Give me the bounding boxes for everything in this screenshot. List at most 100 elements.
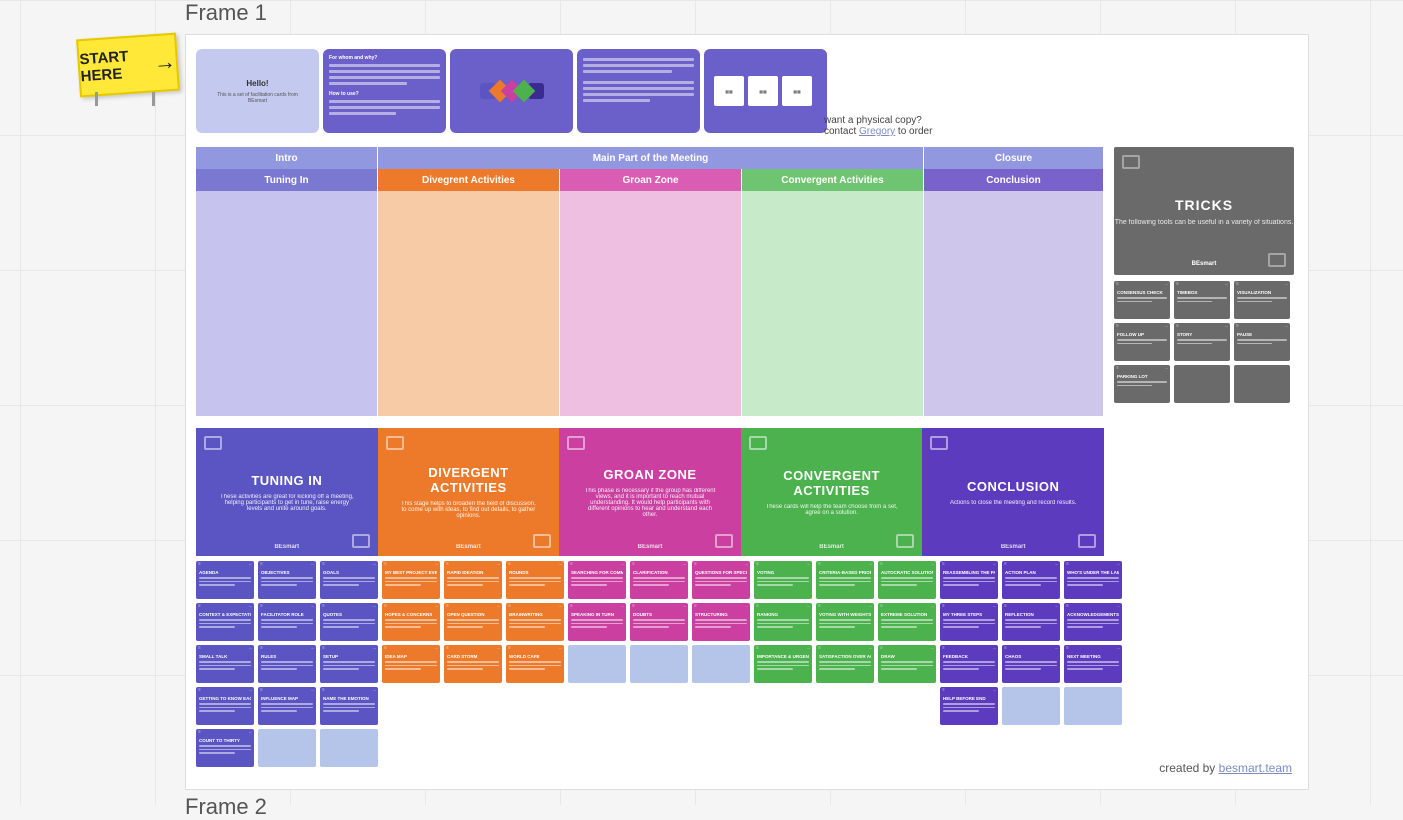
dropzone-groan[interactable] [560, 191, 742, 416]
mini-card[interactable]: ☰⋯HELP BEFORE END [940, 687, 998, 725]
mini-card[interactable]: ☰⋯SMALL TALK [196, 645, 254, 683]
mini-card[interactable]: ☰⋯ACKNOWLEDGEMENTS [1064, 603, 1122, 641]
mini-card[interactable]: ☰⋯MY BEST PROJECT EVER [382, 561, 440, 599]
mini-card[interactable]: ☰⋯FEEDBACK [940, 645, 998, 683]
brand-label: BEsmart [559, 544, 741, 550]
info-card-consider[interactable] [577, 49, 700, 133]
mini-card[interactable]: ☰⋯CARD STORM [444, 645, 502, 683]
tricks-title-card[interactable]: TRICKS The following tools can be useful… [1114, 147, 1294, 275]
mini-card[interactable]: ☰⋯OPEN QUESTION [444, 603, 502, 641]
mini-card[interactable]: ☰⋯HOPES & CONCERNS [382, 603, 440, 641]
mini-card[interactable]: ☰⋯DRAW [878, 645, 936, 683]
mini-card[interactable]: ☰⋯REFLECTION [1002, 603, 1060, 641]
mini-card[interactable]: ☰⋯SETUP [320, 645, 378, 683]
stage-card-tuning[interactable]: TUNING INThese activities are great for … [196, 428, 378, 556]
stage-header-row: IntroMain Part of the MeetingClosure [196, 147, 1104, 169]
tricks-mini-grid: ☰⋯CONSENSUS CHECK☰⋯TIMEBOX☰⋯VISUALIZATIO… [1114, 281, 1294, 403]
mini-card[interactable]: ☰⋯QUOTES [320, 603, 378, 641]
contact-link[interactable]: Gregory [859, 126, 895, 137]
mini-card[interactable]: ☰⋯CRITERIA-BASED PRIORITIZATION [816, 561, 874, 599]
stage-card-desc: This stage helps to broaden the field of… [390, 501, 548, 519]
stage-card-groan[interactable]: GROAN ZONEThis phase is necessary if the… [559, 428, 741, 556]
mini-card[interactable]: ☰⋯RANKING [754, 603, 812, 641]
mini-card[interactable] [320, 729, 378, 767]
mini-card[interactable] [258, 729, 316, 767]
mini-card[interactable]: ☰⋯VOTING WITH WEIGHTS [816, 603, 874, 641]
mini-card[interactable]: ☰⋯RULES [258, 645, 316, 683]
mini-card[interactable]: ☰⋯VOTING [754, 561, 812, 599]
mini-row: ☰⋯FOLLOW UP☰⋯STORY☰⋯PAUSE [1114, 323, 1294, 361]
mini-card[interactable]: ☰⋯AGENDA [196, 561, 254, 599]
mini-card[interactable]: ☰⋯ROUNDS [506, 561, 564, 599]
tricks-mini-card[interactable] [1174, 365, 1230, 403]
mini-card[interactable]: ☰⋯QUESTIONS FOR SPECIFICITY [692, 561, 750, 599]
mini-card[interactable]: ☰⋯DOUBTS [630, 603, 688, 641]
mini-card[interactable]: ☰⋯NEXT MEETING [1064, 645, 1122, 683]
mini-grid: ☰⋯AGENDA☰⋯OBJECTIVES☰⋯GOALS ☰⋯CONTEXT & E… [196, 561, 378, 767]
tricks-mini-card[interactable]: ☰⋯STORY [1174, 323, 1230, 361]
mini-card[interactable]: ☰⋯WHO'S UNDER THE LAMP [1064, 561, 1122, 599]
dropzone-diverge[interactable] [378, 191, 560, 416]
brand-label: BEsmart [741, 544, 923, 550]
mini-card[interactable]: ☰⋯STRUCTURING [692, 603, 750, 641]
footer-link[interactable]: besmart.team [1219, 761, 1292, 775]
mini-card[interactable]: ☰⋯REASSEMBLING THE PARKING LOT [940, 561, 998, 599]
mini-card[interactable]: ☰⋯OBJECTIVES [258, 561, 316, 599]
hdr-main: Main Part of the Meeting [378, 147, 924, 169]
mini-card[interactable]: ☰⋯CHAOS [1002, 645, 1060, 683]
mini-row: ☰⋯REASSEMBLING THE PARKING LOT☰⋯ACTION P… [940, 561, 1122, 599]
mini-card[interactable]: ☰⋯BRAINWRITING [506, 603, 564, 641]
mini-card[interactable] [1002, 687, 1060, 725]
mini-card[interactable]: ☰⋯WORLD CAFE [506, 645, 564, 683]
mini-card[interactable]: ☰⋯GETTING TO KNOW EACH OTHER THROUGH … [196, 687, 254, 725]
tricks-mini-card[interactable]: ☰⋯CONSENSUS CHECK [1114, 281, 1170, 319]
mini-card[interactable] [630, 645, 688, 683]
mini-card[interactable]: ☰⋯SPEAKING IN TURN [568, 603, 626, 641]
mini-card[interactable]: ☰⋯RAPID IDEATION [444, 561, 502, 599]
mini-card[interactable]: ☰⋯CONTEXT & EXPECTATIONS [196, 603, 254, 641]
info-card-whom[interactable]: For whom and why? How to use? [323, 49, 446, 133]
sub-converge: Convergent Activities [742, 169, 924, 191]
mini-card[interactable]: ☰⋯SEARCHING FOR COMMON GROUND [568, 561, 626, 599]
frame-1-label[interactable]: Frame 1 [185, 0, 267, 26]
info-card-qr[interactable]: ▦▦ ▦▦ ▦▦ [704, 49, 827, 133]
info-card-diagram[interactable] [450, 49, 573, 133]
tricks-mini-card[interactable]: ☰⋯PARKING LOT [1114, 365, 1170, 403]
hello-card[interactable]: Hello! This is a set of facilitation car… [196, 49, 319, 133]
stage-card-diverge[interactable]: DIVERGENT ACTIVITIESThis stage helps to … [378, 428, 560, 556]
mini-card[interactable] [692, 645, 750, 683]
mini-card[interactable]: ☰⋯SATISFACTION OVER AGREEMENT [816, 645, 874, 683]
mini-row: ☰⋯HOPES & CONCERNS☰⋯OPEN QUESTION☰⋯BRAIN… [382, 603, 564, 641]
mini-card[interactable]: ☰⋯GOALS [320, 561, 378, 599]
frame-2-label[interactable]: Frame 2 [185, 794, 267, 820]
card-corner-icon [1268, 253, 1286, 267]
mini-card[interactable]: ☰⋯FACILITATOR ROLE [258, 603, 316, 641]
start-here-sticker[interactable]: START HERE → [76, 33, 180, 98]
stage-card-conclude[interactable]: CONCLUSIONActions to close the meeting a… [922, 428, 1104, 556]
mini-card[interactable]: ☰⋯ACTION PLAN [1002, 561, 1060, 599]
mini-card[interactable]: ☰⋯COUNT TO THIRTY [196, 729, 254, 767]
mini-card[interactable] [568, 645, 626, 683]
mini-row: ☰⋯CONSENSUS CHECK☰⋯TIMEBOX☰⋯VISUALIZATIO… [1114, 281, 1294, 319]
tricks-mini-card[interactable]: ☰⋯PAUSE [1234, 323, 1290, 361]
mini-card[interactable]: ☰⋯AUTOCRATIC SOLUTION [878, 561, 936, 599]
mini-card[interactable]: ☰⋯IMPORTANCE & URGENCY [754, 645, 812, 683]
mini-card[interactable]: ☰⋯CLARIFICATION [630, 561, 688, 599]
mini-card[interactable] [1064, 687, 1122, 725]
mini-card[interactable]: ☰⋯INFLUENCE MAP [258, 687, 316, 725]
sub-groan: Groan Zone [560, 169, 742, 191]
stage-card-converge[interactable]: CONVERGENT ACTIVITIESThese cards will he… [741, 428, 923, 556]
mini-card[interactable]: ☰⋯MY THREE STEPS [940, 603, 998, 641]
start-here-text: START HERE [79, 47, 151, 86]
mini-card[interactable]: ☰⋯IDEA MAP [382, 645, 440, 683]
tricks-mini-card[interactable] [1234, 365, 1290, 403]
dropzone-tuning[interactable] [196, 191, 378, 416]
dropzone-converge[interactable] [742, 191, 924, 416]
tricks-mini-card[interactable]: ☰⋯VISUALIZATION [1234, 281, 1290, 319]
mini-card[interactable]: ☰⋯EXTREME SOLUTION [878, 603, 936, 641]
mini-card[interactable]: ☰⋯NAME THE EMOTION [320, 687, 378, 725]
frame-1[interactable]: Hello! This is a set of facilitation car… [185, 34, 1309, 790]
dropzone-conclude[interactable] [924, 191, 1104, 416]
tricks-mini-card[interactable]: ☰⋯FOLLOW UP [1114, 323, 1170, 361]
tricks-mini-card[interactable]: ☰⋯TIMEBOX [1174, 281, 1230, 319]
